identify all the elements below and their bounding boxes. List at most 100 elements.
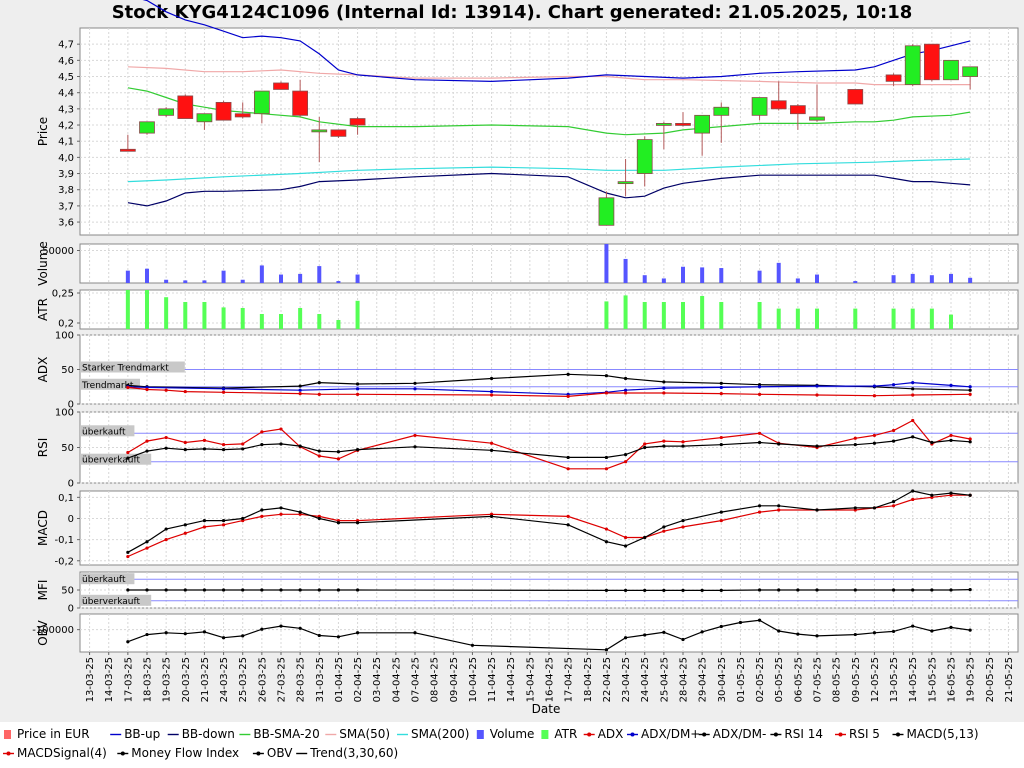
x-tick-label: 02-05-25 xyxy=(755,657,766,702)
obv-point xyxy=(336,635,341,639)
adx-point xyxy=(911,393,915,397)
obv-point xyxy=(891,629,896,634)
rsi14-point xyxy=(872,441,877,445)
macd-point xyxy=(566,523,570,527)
obv-series xyxy=(126,618,972,652)
y-tick-label: 0,25 xyxy=(52,289,74,300)
x-tick-label: 03-04-25 xyxy=(372,657,383,702)
candle-body xyxy=(349,118,366,126)
legend-label: RSI 14 xyxy=(784,727,823,741)
mfi-point xyxy=(777,588,781,592)
legend-label: SMA(50) xyxy=(339,727,390,741)
obv-point xyxy=(681,637,685,642)
legend-swatch-dot xyxy=(587,732,592,737)
atr-bar xyxy=(355,300,360,329)
adx-dm-plus-point xyxy=(757,385,762,389)
candle-body xyxy=(158,108,175,116)
mfi-point xyxy=(815,588,819,592)
adx-point xyxy=(872,394,877,398)
candle-body xyxy=(694,114,711,134)
legend-label: ATR xyxy=(554,727,577,741)
y-tick-label: -100000 xyxy=(32,625,74,636)
y-tick-label: 50 xyxy=(61,365,74,376)
rsi14-point xyxy=(126,456,130,460)
adx-dm-minus-point xyxy=(719,381,723,385)
volume-bar xyxy=(795,278,800,283)
macd-signal-point xyxy=(202,525,207,529)
x-tick-label: 13-05-25 xyxy=(889,657,900,702)
volume-bar xyxy=(125,270,130,283)
macd-signal-point xyxy=(623,535,628,540)
adx-point xyxy=(126,385,130,390)
volume-bar xyxy=(815,274,819,283)
atr-bar xyxy=(815,308,819,329)
x-tick-label: 30-04-25 xyxy=(717,657,728,702)
sma200-line xyxy=(127,158,971,183)
macd-point xyxy=(604,540,609,544)
adx-point xyxy=(317,392,321,396)
macd-signal-point xyxy=(911,497,915,502)
x-tick-label: 09-05-25 xyxy=(851,657,862,702)
rsi14-point xyxy=(681,444,685,448)
x-tick-label: 20-03-25 xyxy=(181,657,192,702)
x-tick-label: 10-04-25 xyxy=(468,657,479,702)
mfi-point xyxy=(164,588,168,592)
obv-point xyxy=(126,640,130,644)
rsi14-point xyxy=(757,440,762,445)
atr-axis-label: ATR xyxy=(36,298,50,321)
macd-point xyxy=(298,510,302,514)
bb-down-line xyxy=(127,172,971,207)
atr-bar xyxy=(853,308,858,329)
x-tick-label: 14-03-25 xyxy=(104,657,115,702)
adx-point xyxy=(662,391,666,395)
atr-bar xyxy=(776,308,781,329)
legend-item: ADX/DM+ xyxy=(627,727,700,741)
obv-point xyxy=(757,618,762,622)
y-tick-label: 100 xyxy=(55,331,74,342)
macd-signal-point xyxy=(891,504,896,508)
volume-bar xyxy=(240,279,245,283)
volume-bar xyxy=(949,273,953,283)
legend-label: RSI 5 xyxy=(849,727,880,741)
volume-bar xyxy=(202,280,207,283)
atr-bar xyxy=(336,320,341,329)
atr-bar xyxy=(145,290,149,329)
macd-point xyxy=(260,508,264,512)
rsi14-point xyxy=(241,447,245,451)
obv-point xyxy=(279,624,283,628)
mfi-point xyxy=(853,588,857,592)
rsi5-point xyxy=(968,437,972,441)
mfi-point xyxy=(891,588,896,592)
legend-swatch xyxy=(541,730,549,739)
macd-point xyxy=(911,489,915,493)
adx-panel: 0 50 100 ADX Starker Trendmarkt Trendmarkt xyxy=(36,331,1019,411)
legend-item: MACD(5,13) xyxy=(892,727,979,741)
legend-swatch-dot xyxy=(630,732,635,737)
legend-swatch-dot xyxy=(838,732,843,737)
atr-bar xyxy=(279,314,283,329)
y-tick-label: 3,7 xyxy=(58,201,74,212)
x-tick-label: 24-04-25 xyxy=(640,657,651,702)
mfi-point xyxy=(279,588,283,592)
rsi14-point xyxy=(930,440,934,445)
obv-point xyxy=(260,627,264,631)
volume-bar xyxy=(776,262,781,283)
legend-item: ATR xyxy=(541,727,577,741)
candle-body xyxy=(196,113,213,123)
x-tick-label: 01-05-25 xyxy=(736,657,747,702)
volume-bar xyxy=(355,274,360,283)
rsi5-point xyxy=(662,439,666,443)
atr-bar xyxy=(891,308,896,329)
mfi-point xyxy=(317,588,321,592)
macd-point xyxy=(355,521,360,525)
rsi5-point xyxy=(241,442,245,446)
rsi5-point xyxy=(643,442,647,446)
rsi5-point xyxy=(872,433,877,438)
rsi5-point xyxy=(126,450,130,455)
macd-point xyxy=(336,521,341,525)
candle-body xyxy=(177,95,194,119)
adx-point xyxy=(566,394,570,399)
legend-item: SMA(50) xyxy=(325,727,390,741)
